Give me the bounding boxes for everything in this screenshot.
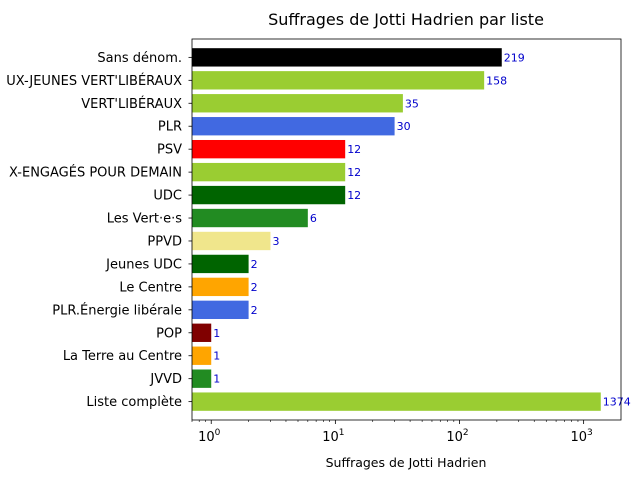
value-label: 12 xyxy=(347,189,361,202)
x-tick-exponent: 3 xyxy=(587,428,593,438)
x-tick-label: 103 xyxy=(570,428,592,445)
x-tick-label: 100 xyxy=(198,428,221,445)
category-label: JVVD xyxy=(149,372,182,387)
chart-title: Suffrages de Jotti Hadrien par liste xyxy=(268,10,544,29)
bar xyxy=(192,71,485,90)
value-label: 12 xyxy=(347,166,361,179)
bar xyxy=(192,231,271,251)
category-label: PLR xyxy=(158,120,182,135)
bar xyxy=(192,369,212,388)
value-label: 219 xyxy=(504,51,525,64)
x-tick-exponent: 0 xyxy=(215,428,221,438)
bar xyxy=(192,323,212,342)
x-tick-base: 10 xyxy=(322,430,339,445)
bar xyxy=(192,392,601,411)
category-label: VERT'LIBÉRAUX xyxy=(81,96,182,112)
category-labels: Sans dénom. UX-JEUNES VERT'LIBÉRAUX VERT'L… xyxy=(6,51,192,410)
value-label: 1 xyxy=(213,350,220,363)
bar xyxy=(192,94,403,113)
x-axis-ticks: 100 101 102 103 xyxy=(191,420,593,445)
category-label: Le Centre xyxy=(119,280,182,295)
value-label: 12 xyxy=(347,143,361,156)
value-label: 35 xyxy=(405,97,419,110)
x-axis-label: Suffrages de Jotti Hadrien xyxy=(326,455,487,470)
category-label: POP xyxy=(156,326,182,341)
bar xyxy=(192,254,249,274)
category-label: PLR.Énergie libérale xyxy=(52,302,182,318)
x-tick-base: 10 xyxy=(198,430,215,445)
bar xyxy=(192,346,212,365)
x-tick-exponent: 2 xyxy=(463,428,469,438)
value-label: 30 xyxy=(397,120,411,133)
value-label: 2 xyxy=(251,281,258,294)
category-label: UX-JEUNES VERT'LIBÉRAUX xyxy=(6,73,182,89)
category-label: UDC xyxy=(153,189,182,204)
value-label: 2 xyxy=(251,258,258,271)
x-tick-exponent: 1 xyxy=(339,428,345,438)
value-label: 6 xyxy=(310,212,317,225)
value-label: 1 xyxy=(213,327,220,340)
category-label: PPVD xyxy=(147,234,182,249)
category-label: Liste complète xyxy=(86,395,182,410)
bar xyxy=(192,162,346,182)
value-label: 1374 xyxy=(603,396,631,409)
value-labels: 219 158 35 30 12 12 12 6 3 2 2 2 1 1 1 1374 xyxy=(213,51,631,408)
category-label: X-ENGAGÉS POUR DEMAIN xyxy=(9,165,182,181)
bar xyxy=(192,139,346,159)
value-label: 1 xyxy=(213,373,220,386)
x-tick-base: 10 xyxy=(446,430,463,445)
value-label: 158 xyxy=(486,74,507,87)
bar xyxy=(192,48,502,67)
category-label: PSV xyxy=(157,143,182,158)
category-label: Les Vert·e·s xyxy=(107,212,183,227)
bar xyxy=(192,208,308,228)
category-label: Sans dénom. xyxy=(97,51,182,66)
bars-group xyxy=(192,48,601,411)
x-tick-base: 10 xyxy=(570,430,587,445)
value-label: 3 xyxy=(272,235,279,248)
x-tick-label: 101 xyxy=(322,428,344,445)
bar xyxy=(192,185,346,205)
plot-frame xyxy=(191,38,622,421)
category-label: Jeunes UDC xyxy=(105,257,182,272)
value-label: 2 xyxy=(251,304,258,317)
bar xyxy=(192,277,249,297)
bar xyxy=(192,300,249,320)
category-label: La Terre au Centre xyxy=(63,349,182,364)
bar xyxy=(192,117,395,136)
x-tick-label: 102 xyxy=(446,428,468,445)
